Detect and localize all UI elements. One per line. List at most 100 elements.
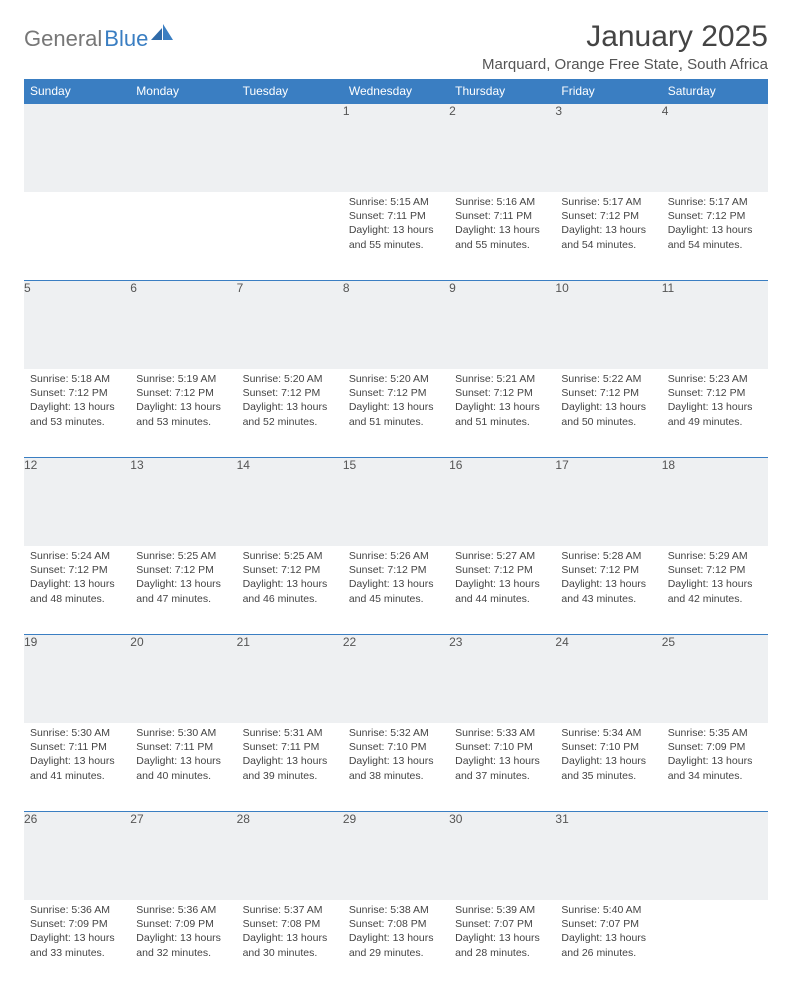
sunset-text: Sunset: 7:09 PM — [136, 917, 230, 931]
day-cell: Sunrise: 5:37 AMSunset: 7:08 PMDaylight:… — [237, 900, 343, 988]
day-body-row: Sunrise: 5:30 AMSunset: 7:11 PMDaylight:… — [24, 723, 768, 812]
daylight-text: Daylight: 13 hours and 28 minutes. — [455, 931, 549, 959]
sunrise-text: Sunrise: 5:30 AM — [136, 726, 230, 740]
day-number-cell — [24, 104, 130, 193]
weekday-header: Wednesday — [343, 79, 449, 104]
day-number-cell — [130, 104, 236, 193]
sunrise-text: Sunrise: 5:30 AM — [30, 726, 124, 740]
daynum-row: 262728293031 — [24, 812, 768, 901]
sunset-text: Sunset: 7:11 PM — [30, 740, 124, 754]
sunrise-text: Sunrise: 5:19 AM — [136, 372, 230, 386]
sunset-text: Sunset: 7:12 PM — [349, 386, 443, 400]
day-cell: Sunrise: 5:36 AMSunset: 7:09 PMDaylight:… — [24, 900, 130, 988]
day-cell: Sunrise: 5:31 AMSunset: 7:11 PMDaylight:… — [237, 723, 343, 812]
sunrise-text: Sunrise: 5:31 AM — [243, 726, 337, 740]
day-number-cell: 14 — [237, 458, 343, 547]
sunrise-text: Sunrise: 5:15 AM — [349, 195, 443, 209]
day-number-cell: 24 — [555, 635, 661, 724]
day-number-cell: 30 — [449, 812, 555, 901]
sunrise-text: Sunrise: 5:26 AM — [349, 549, 443, 563]
daylight-text: Daylight: 13 hours and 46 minutes. — [243, 577, 337, 605]
day-cell: Sunrise: 5:28 AMSunset: 7:12 PMDaylight:… — [555, 546, 661, 635]
day-cell: Sunrise: 5:35 AMSunset: 7:09 PMDaylight:… — [662, 723, 768, 812]
daylight-text: Daylight: 13 hours and 48 minutes. — [30, 577, 124, 605]
daylight-text: Daylight: 13 hours and 34 minutes. — [668, 754, 762, 782]
sunset-text: Sunset: 7:12 PM — [455, 563, 549, 577]
day-cell: Sunrise: 5:25 AMSunset: 7:12 PMDaylight:… — [130, 546, 236, 635]
day-cell — [24, 192, 130, 281]
day-number-cell — [237, 104, 343, 193]
sunset-text: Sunset: 7:12 PM — [243, 563, 337, 577]
day-cell — [237, 192, 343, 281]
daylight-text: Daylight: 13 hours and 52 minutes. — [243, 400, 337, 428]
calendar-body: 1234Sunrise: 5:15 AMSunset: 7:11 PMDayli… — [24, 104, 768, 989]
sunrise-text: Sunrise: 5:32 AM — [349, 726, 443, 740]
day-cell: Sunrise: 5:24 AMSunset: 7:12 PMDaylight:… — [24, 546, 130, 635]
weekday-header: Thursday — [449, 79, 555, 104]
day-cell: Sunrise: 5:17 AMSunset: 7:12 PMDaylight:… — [662, 192, 768, 281]
sunrise-text: Sunrise: 5:22 AM — [561, 372, 655, 386]
daylight-text: Daylight: 13 hours and 53 minutes. — [136, 400, 230, 428]
sunrise-text: Sunrise: 5:39 AM — [455, 903, 549, 917]
day-body-row: Sunrise: 5:24 AMSunset: 7:12 PMDaylight:… — [24, 546, 768, 635]
day-cell: Sunrise: 5:36 AMSunset: 7:09 PMDaylight:… — [130, 900, 236, 988]
sunrise-text: Sunrise: 5:24 AM — [30, 549, 124, 563]
daylight-text: Daylight: 13 hours and 33 minutes. — [30, 931, 124, 959]
sunset-text: Sunset: 7:12 PM — [668, 209, 762, 223]
day-number-cell: 7 — [237, 281, 343, 370]
daylight-text: Daylight: 13 hours and 38 minutes. — [349, 754, 443, 782]
day-cell — [130, 192, 236, 281]
day-cell — [662, 900, 768, 988]
day-cell: Sunrise: 5:23 AMSunset: 7:12 PMDaylight:… — [662, 369, 768, 458]
day-cell: Sunrise: 5:26 AMSunset: 7:12 PMDaylight:… — [343, 546, 449, 635]
day-cell: Sunrise: 5:33 AMSunset: 7:10 PMDaylight:… — [449, 723, 555, 812]
sunrise-text: Sunrise: 5:18 AM — [30, 372, 124, 386]
day-cell: Sunrise: 5:27 AMSunset: 7:12 PMDaylight:… — [449, 546, 555, 635]
daylight-text: Daylight: 13 hours and 49 minutes. — [668, 400, 762, 428]
sunrise-text: Sunrise: 5:40 AM — [561, 903, 655, 917]
sunset-text: Sunset: 7:12 PM — [243, 386, 337, 400]
daylight-text: Daylight: 13 hours and 53 minutes. — [30, 400, 124, 428]
daylight-text: Daylight: 13 hours and 40 minutes. — [136, 754, 230, 782]
day-number-cell: 26 — [24, 812, 130, 901]
sunset-text: Sunset: 7:12 PM — [561, 563, 655, 577]
day-number-cell: 4 — [662, 104, 768, 193]
day-number-cell: 1 — [343, 104, 449, 193]
sunset-text: Sunset: 7:11 PM — [136, 740, 230, 754]
sunrise-text: Sunrise: 5:25 AM — [136, 549, 230, 563]
day-number-cell: 21 — [237, 635, 343, 724]
day-cell: Sunrise: 5:17 AMSunset: 7:12 PMDaylight:… — [555, 192, 661, 281]
day-cell: Sunrise: 5:25 AMSunset: 7:12 PMDaylight:… — [237, 546, 343, 635]
weekday-header: Monday — [130, 79, 236, 104]
sunset-text: Sunset: 7:12 PM — [668, 563, 762, 577]
sunrise-text: Sunrise: 5:38 AM — [349, 903, 443, 917]
day-cell: Sunrise: 5:30 AMSunset: 7:11 PMDaylight:… — [130, 723, 236, 812]
brand-part2: Blue — [104, 26, 148, 52]
day-number-cell — [662, 812, 768, 901]
daylight-text: Daylight: 13 hours and 43 minutes. — [561, 577, 655, 605]
sunrise-text: Sunrise: 5:20 AM — [349, 372, 443, 386]
daynum-row: 19202122232425 — [24, 635, 768, 724]
day-number-cell: 28 — [237, 812, 343, 901]
daylight-text: Daylight: 13 hours and 32 minutes. — [136, 931, 230, 959]
day-cell: Sunrise: 5:38 AMSunset: 7:08 PMDaylight:… — [343, 900, 449, 988]
sunset-text: Sunset: 7:07 PM — [561, 917, 655, 931]
daylight-text: Daylight: 13 hours and 30 minutes. — [243, 931, 337, 959]
sunset-text: Sunset: 7:07 PM — [455, 917, 549, 931]
sunset-text: Sunset: 7:12 PM — [30, 386, 124, 400]
day-number-cell: 22 — [343, 635, 449, 724]
daynum-row: 567891011 — [24, 281, 768, 370]
weekday-header: Friday — [555, 79, 661, 104]
day-number-cell: 31 — [555, 812, 661, 901]
daylight-text: Daylight: 13 hours and 39 minutes. — [243, 754, 337, 782]
sunrise-text: Sunrise: 5:35 AM — [668, 726, 762, 740]
daylight-text: Daylight: 13 hours and 37 minutes. — [455, 754, 549, 782]
sunset-text: Sunset: 7:11 PM — [455, 209, 549, 223]
day-cell: Sunrise: 5:15 AMSunset: 7:11 PMDaylight:… — [343, 192, 449, 281]
brand-part1: General — [24, 26, 102, 52]
sunrise-text: Sunrise: 5:21 AM — [455, 372, 549, 386]
sunset-text: Sunset: 7:11 PM — [349, 209, 443, 223]
sunset-text: Sunset: 7:10 PM — [349, 740, 443, 754]
sunrise-text: Sunrise: 5:37 AM — [243, 903, 337, 917]
day-number-cell: 13 — [130, 458, 236, 547]
